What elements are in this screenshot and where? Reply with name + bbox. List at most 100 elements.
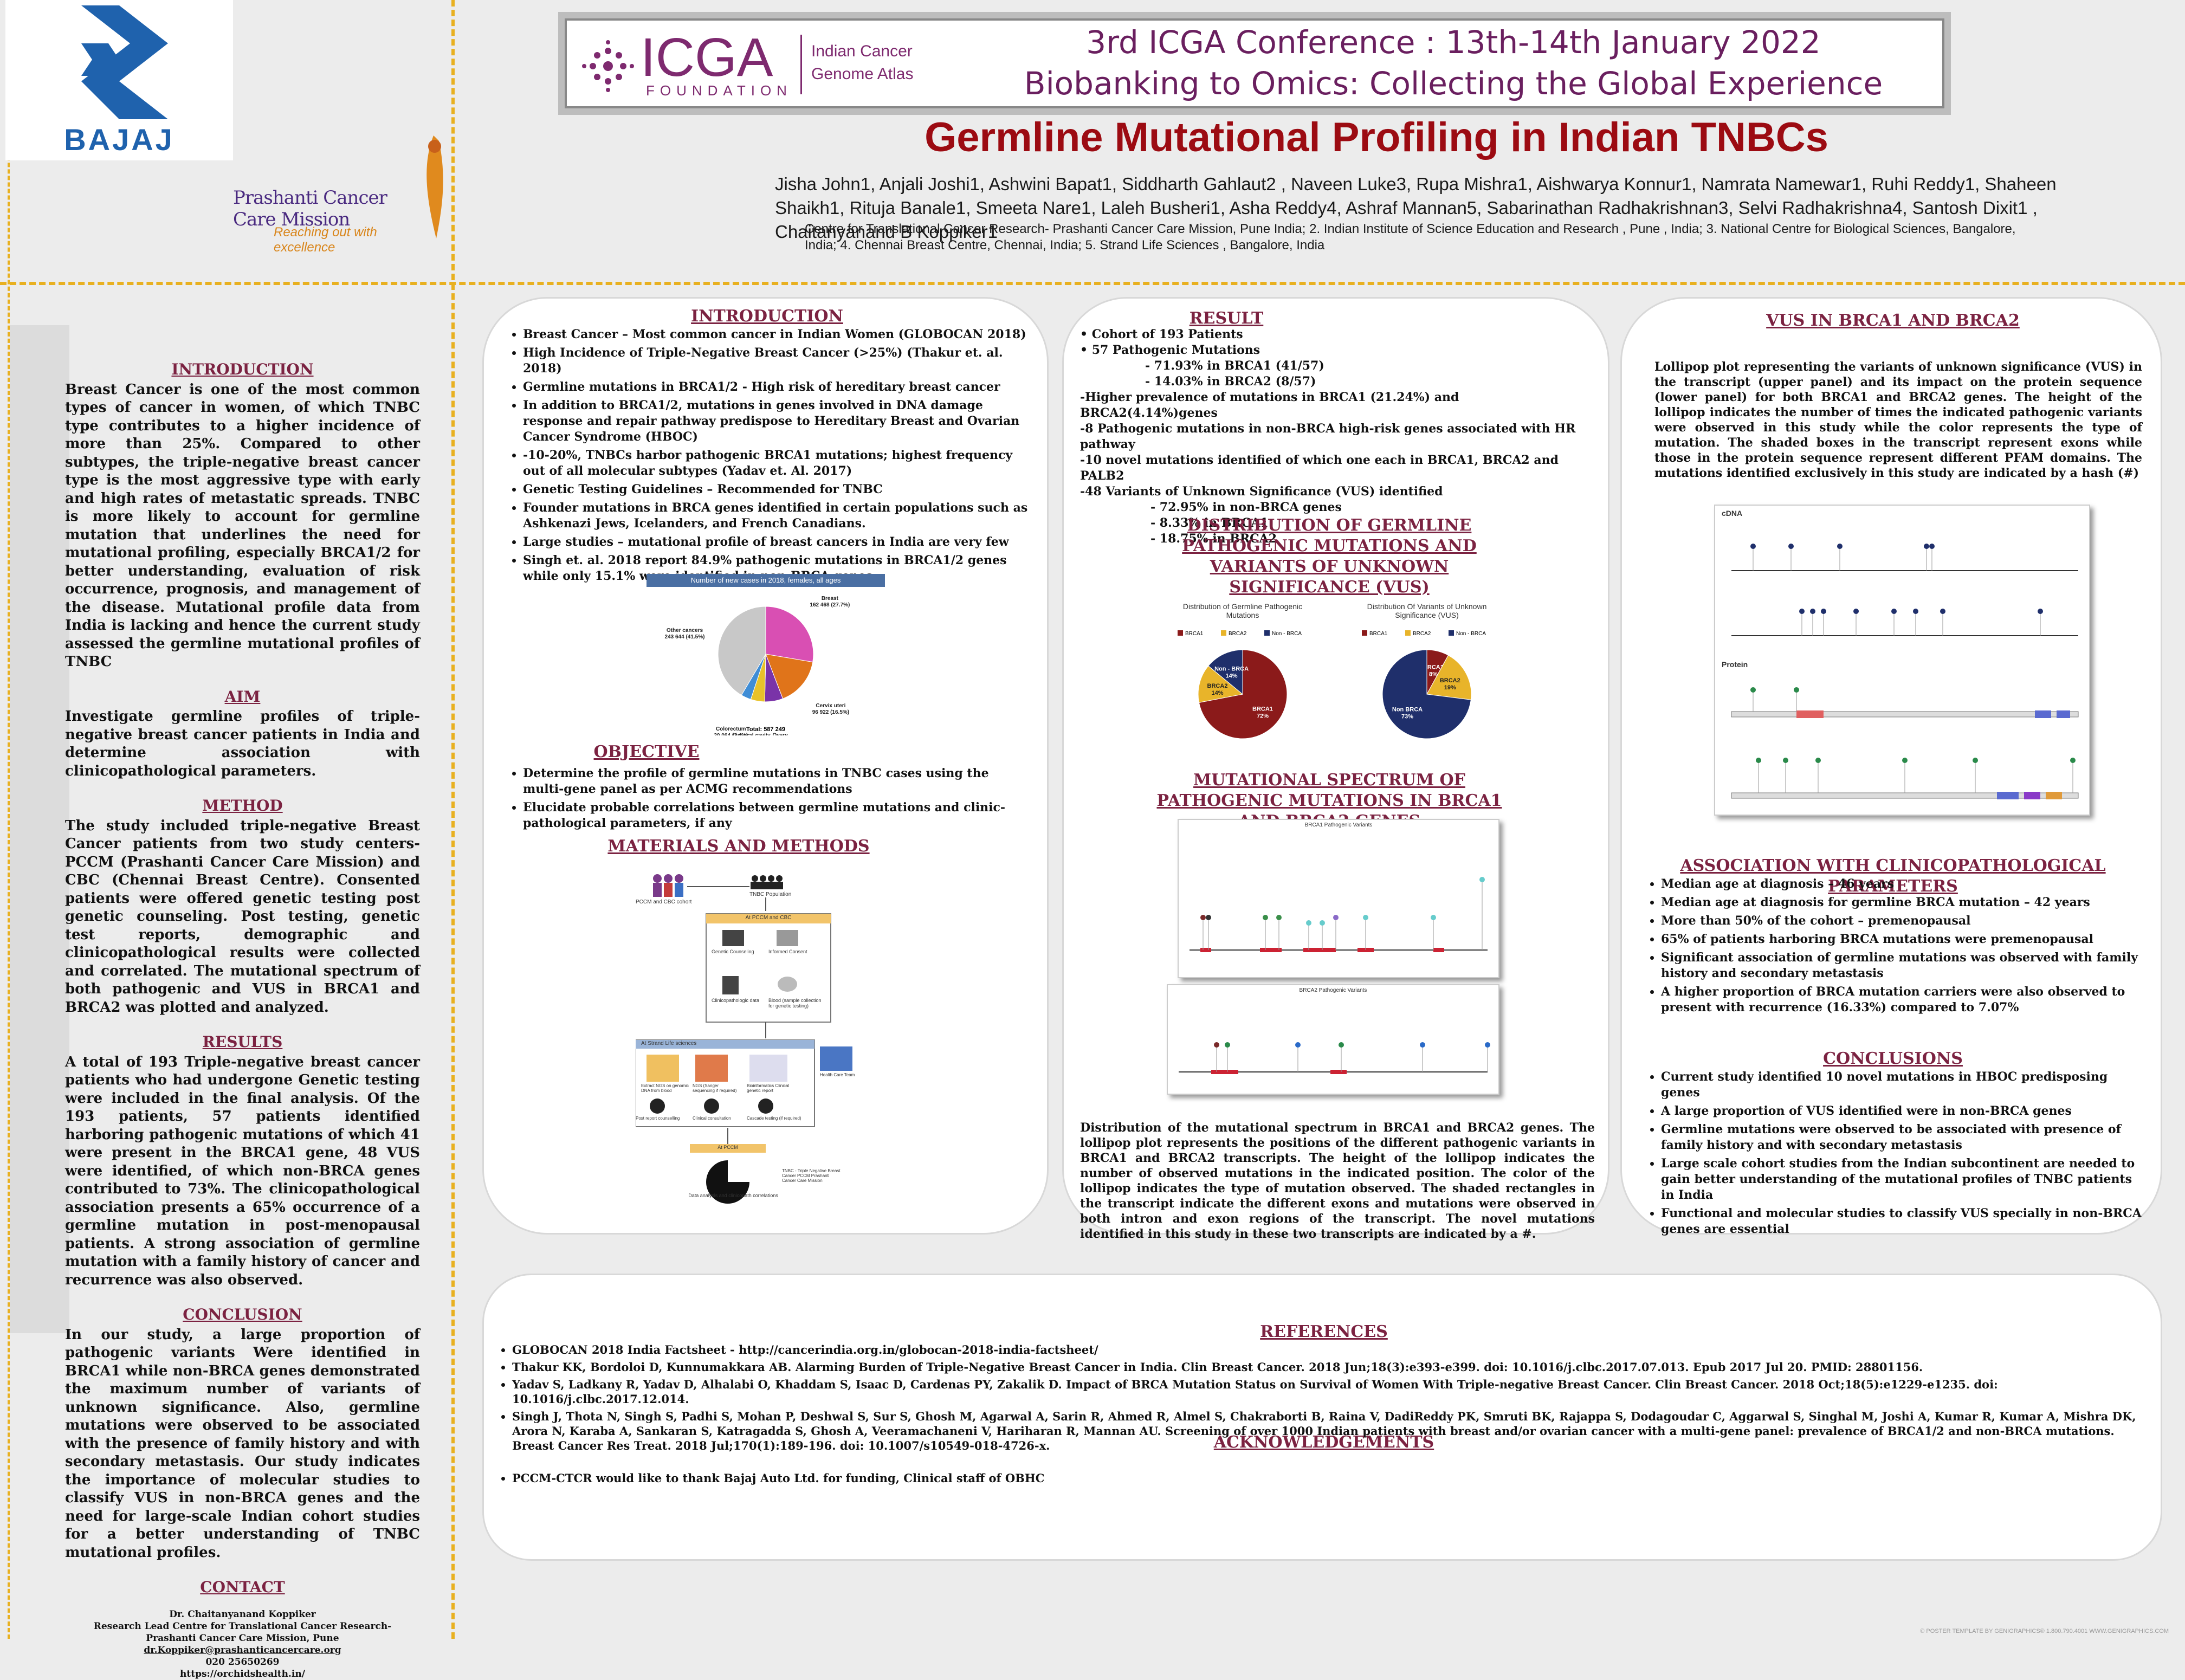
list-item: - 8.33% in BRCA1	[1150, 516, 1269, 530]
reference-item[interactable]: GLOBOCAN 2018 India Factsheet - http://c…	[512, 1342, 2160, 1357]
contact-email[interactable]: dr.Koppiker@prashanticancercare.org	[144, 1644, 341, 1656]
methods-flowchart: PCCM and CBC cohort TNBC Population At P…	[636, 868, 928, 1225]
left-column: INTRODUCTION Breast Cancer is one of the…	[65, 360, 420, 1680]
contact-role: Research Lead Centre for Translational C…	[93, 1620, 392, 1632]
brca1-lollipop-figure: BRCA1 Pathogenic Variants	[1178, 819, 1499, 978]
pie-label: BRCA2 14%	[1207, 683, 1228, 696]
bajaj-logo: BAJAJ	[5, 0, 233, 160]
poster-title: Germline Mutational Profiling in Indian …	[925, 114, 1828, 160]
panel-result: RESULT • Cohort of 193 Patients • 57 Pat…	[1062, 297, 1609, 1241]
prashanti-tagline: Reaching out with excellence	[274, 225, 377, 255]
header-horizontal-guide	[0, 282, 2185, 285]
list-item: A higher proportion of BRCA mutation car…	[1661, 984, 2149, 1016]
list-item: - 18.75% in BRCA2	[1150, 532, 1277, 546]
pie-label: BRCA2 19%	[1440, 677, 1460, 691]
icga-logo-sub: FOUNDATION	[646, 82, 792, 99]
list-item: Median age at diagnosis for germline BRC…	[1661, 895, 2149, 910]
affiliations: Centre for Translational Cancer Research…	[805, 222, 2016, 253]
contact-phone: 020 25650269	[205, 1656, 280, 1668]
flow-note: Health Care Team	[820, 1072, 855, 1077]
list-item: In addition to BRCA1/2, mutations in gen…	[523, 398, 1038, 445]
list-item: Median age at diagnosis – 46 years	[1661, 876, 2149, 892]
icga-side-line2: Genome Atlas	[811, 65, 914, 83]
pathogenic-pie-chart: Distribution of Germline Pathogenic Muta…	[1167, 602, 1318, 743]
prashanti-logo: Prashanti Cancer Care Mission Reaching o…	[233, 130, 452, 255]
list-item: Elucidate probable correlations between …	[523, 800, 1022, 831]
pie-slice-brca2	[1198, 665, 1244, 703]
left-watermark	[10, 325, 69, 1333]
objective-list: Determine the profile of germline mutati…	[506, 766, 1022, 834]
flow-tnbc: TNBC Population	[749, 891, 792, 897]
list-item: Large studies – mutational profile of br…	[523, 534, 1038, 550]
objective-heading: OBJECTIVE	[593, 742, 700, 761]
panel-introduction: INTRODUCTION Breast Cancer – Most common…	[482, 297, 1049, 1235]
conclusion-heading: CONCLUSION	[183, 1306, 302, 1323]
pie-slice-non-brca	[1208, 649, 1243, 695]
flowchart-graphics	[636, 874, 852, 1204]
distribution-heading: DISTRIBUTION OF GERMLINE PATHOGENIC MUTA…	[1182, 516, 1477, 597]
list-item: Germline mutations in BRCA1/2 - High ris…	[523, 379, 1038, 395]
method-heading: METHOD	[202, 797, 283, 815]
pie-label: Non - BRCA 14%	[1214, 666, 1249, 680]
pie-slice-other-cancers	[717, 606, 766, 696]
left-edge-guide	[8, 0, 10, 1639]
result-list: • Cohort of 193 Patients • 57 Pathogenic…	[1080, 327, 1600, 547]
aim-heading: AIM	[224, 687, 261, 706]
template-credit: © POSTER TEMPLATE BY GENIGRAPHICS® 1.800…	[1920, 1628, 2169, 1634]
list-item: • 57 Pathogenic Mutations	[1080, 343, 1260, 357]
vus-pie: BRCA1 8%BRCA2 19% Non BRCA 73% BRCA1 BRCA2 Non …	[1362, 630, 1486, 739]
list-item: Functional and molecular studies to clas…	[1661, 1206, 2149, 1237]
conference-banner: ICGA FOUNDATION Indian Cancer Genome Atl…	[558, 12, 1951, 115]
references-list: GLOBOCAN 2018 India Factsheet - http://c…	[495, 1342, 2160, 1456]
list-item: High Incidence of Triple-Negative Breast…	[523, 345, 1038, 377]
conference-line1: 3rd ICGA Conference : 13th-14th January …	[1086, 24, 1821, 61]
conclusion-text: In our study, a large proportion of path…	[65, 1326, 420, 1561]
conclusions-heading: CONCLUSIONS	[1823, 1049, 1963, 1068]
icga-side-text: Indian Cancer Genome Atlas	[811, 40, 913, 86]
conference-line2: Biobanking to Omics: Collecting the Glob…	[1024, 65, 1883, 102]
list-item: Genetic Testing Guidelines – Recommended…	[523, 482, 1038, 497]
reference-item: Thakur KK, Bordoloi D, Kunnumakkara AB. …	[512, 1360, 2160, 1374]
panel-vus: VUS IN BRCA1 AND BRCA2 Lollipop plot rep…	[1620, 297, 2162, 1237]
flow-counseling: Genetic Counseling	[712, 949, 754, 954]
globocan-chart: Number of new cases in 2018, females, al…	[647, 574, 885, 736]
list-item: Germline mutations were observed to be a…	[1661, 1122, 2149, 1153]
reference-item: Singh J, Thota N, Singh S, Padhi S, Moha…	[512, 1409, 2160, 1453]
legend-label: BRCA2	[1413, 631, 1431, 637]
pie-label: Other cancers 243 644 (41.5%)	[665, 628, 705, 640]
ribbon-icon	[426, 135, 443, 238]
list-item: Large scale cohort studies from the Indi…	[1661, 1156, 2149, 1203]
legend-label: BRCA1	[1185, 631, 1204, 637]
legend-label: BRCA2	[1229, 631, 1247, 637]
list-item: Significant association of germline muta…	[1661, 950, 2149, 981]
list-item: -48 Variants of Unknown Significance (VU…	[1080, 484, 1443, 499]
list-item: 65% of patients harboring BRCA mutations…	[1661, 932, 2149, 947]
list-item: - 71.93% in BRCA1 (41/57)	[1145, 359, 1324, 373]
results-heading: RESULTS	[202, 1033, 283, 1051]
reference-item: Yadav S, Ladkany R, Yadav D, Alhalabi O,…	[512, 1377, 2160, 1406]
contact-org: Prashanti Cancer Care Mission, Pune	[146, 1632, 339, 1644]
vus-lollipop-plot	[1731, 544, 2079, 799]
list-item: • Cohort of 193 Patients	[1080, 327, 1243, 341]
brca2-lollipop-plot	[1179, 1042, 1490, 1074]
vus-caption: Lollipop plot representing the variants …	[1654, 360, 2142, 480]
aim-text: Investigate germline profiles of triple-…	[65, 708, 420, 779]
contact-website[interactable]: https://orchidshealth.in/	[180, 1668, 305, 1679]
icga-divider	[800, 35, 802, 94]
pie-label: Breast 162 468 (27.7%)	[810, 596, 850, 608]
header-vertical-guide	[451, 0, 455, 1639]
legend-swatch	[1449, 630, 1454, 636]
bajaj-emblem-icon	[81, 5, 168, 119]
acknowledgements-list: PCCM-CTCR would like to thank Bajaj Auto…	[495, 1470, 2138, 1489]
pie-slice-cervix-uteri	[765, 654, 813, 699]
acknowledgements-heading: ACKNOWLEDGEMENTS	[1213, 1433, 1434, 1452]
contact-block: Dr. Chaitanyanand Koppiker Research Lead…	[65, 1608, 420, 1680]
list-item: More than 50% of the cohort – premenopau…	[1661, 913, 2149, 929]
vus-heading: VUS IN BRCA1 AND BRCA2	[1766, 311, 2020, 330]
brca2-lollipop-figure: BRCA2 Pathogenic Variants	[1167, 984, 1499, 1095]
legend-swatch	[1264, 630, 1270, 636]
list-item: PCCM-CTCR would like to thank Bajaj Auto…	[512, 1470, 2138, 1486]
legend-swatch	[1221, 630, 1226, 636]
results-text: A total of 193 Triple-negative breast ca…	[65, 1054, 420, 1288]
prashanti-name: Prashanti Cancer Care Mission	[233, 187, 387, 230]
